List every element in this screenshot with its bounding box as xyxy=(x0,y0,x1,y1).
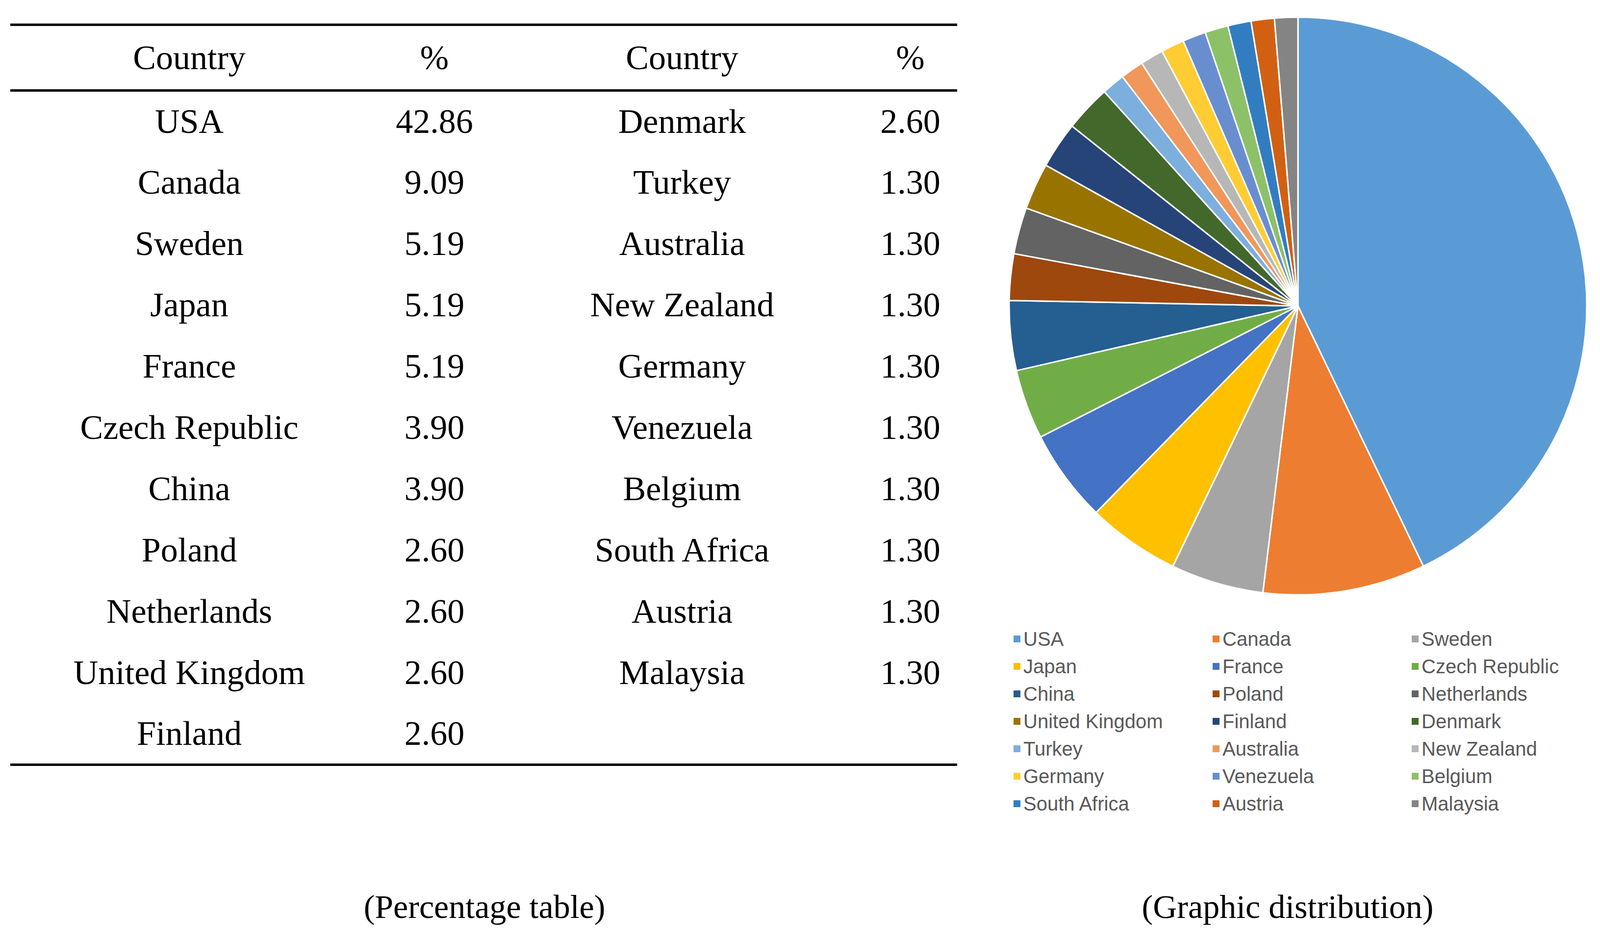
html-text:1.30: 1.30 xyxy=(880,653,941,692)
html-text:USA: USA xyxy=(154,102,224,141)
html-text:2.60: 2.60 xyxy=(404,653,465,692)
svg-text:Finland: Finland xyxy=(1222,710,1287,733)
svg-text:Netherlands: Netherlands xyxy=(1421,683,1528,705)
svg-text:Czech Republic: Czech Republic xyxy=(1421,655,1559,678)
html-text:Malaysia: Malaysia xyxy=(619,653,745,692)
html-text:9.09: 9.09 xyxy=(404,163,465,202)
html-text:5.19: 5.19 xyxy=(404,224,465,263)
svg-text:Canada: Canada xyxy=(1222,628,1292,650)
html-text:Denmark: Denmark xyxy=(618,102,746,141)
svg-text:Turkey: Turkey xyxy=(1023,737,1083,760)
svg-text:Japan: Japan xyxy=(1023,655,1077,678)
html-text:Japan: Japan xyxy=(150,285,229,324)
html-text:3.90: 3.90 xyxy=(404,408,465,447)
html-text:1.30: 1.30 xyxy=(880,408,941,447)
html-text:Turkey: Turkey xyxy=(633,163,732,202)
html-text:Poland: Poland xyxy=(141,531,237,569)
html-text:United Kingdom: United Kingdom xyxy=(73,653,306,692)
html-text:1.30: 1.30 xyxy=(880,592,941,631)
svg-text:Denmark: Denmark xyxy=(1421,710,1502,733)
html-text:Belgium: Belgium xyxy=(622,469,742,508)
html-text:Sweden: Sweden xyxy=(134,224,244,263)
html-text:Finland: Finland xyxy=(136,714,242,753)
svg-text:United Kingdom: United Kingdom xyxy=(1023,710,1164,733)
html-text:1.30: 1.30 xyxy=(880,224,941,263)
html-text:Australia: Australia xyxy=(619,224,745,263)
html-text:42.86: 42.86 xyxy=(395,102,474,141)
svg-text:Poland: Poland xyxy=(1222,683,1284,705)
html-text:1.30: 1.30 xyxy=(880,531,941,569)
html-text:1.30: 1.30 xyxy=(880,469,941,508)
svg-text:Austria: Austria xyxy=(1222,792,1284,815)
html-text:Canada: Canada xyxy=(137,163,241,202)
html-text:Austria: Austria xyxy=(631,592,733,631)
svg-text:Australia: Australia xyxy=(1222,737,1299,760)
html-text:2.60: 2.60 xyxy=(404,592,465,631)
html-text:France: France xyxy=(142,347,236,385)
html-text:Czech Republic: Czech Republic xyxy=(80,408,299,447)
html-text:1.30: 1.30 xyxy=(880,163,941,202)
svg-text:Belgium: Belgium xyxy=(1421,765,1493,788)
html-text:2.60: 2.60 xyxy=(404,531,465,569)
html-text:Venezuela: Venezuela xyxy=(611,408,753,447)
html-text:Netherlands: Netherlands xyxy=(106,592,273,631)
html-text:Germany: Germany xyxy=(618,347,746,385)
html-text:Country: Country xyxy=(625,38,739,77)
html-text:Country: Country xyxy=(133,38,246,77)
html-text:1.30: 1.30 xyxy=(880,285,941,324)
html-text:New Zealand: New Zealand xyxy=(590,285,775,324)
svg-text:Sweden: Sweden xyxy=(1421,628,1493,650)
svg-text:France: France xyxy=(1222,655,1284,678)
html-text:1.30: 1.30 xyxy=(880,347,941,385)
html-text:5.19: 5.19 xyxy=(404,285,465,324)
html-text:South Africa: South Africa xyxy=(594,531,770,569)
html-text:5.19: 5.19 xyxy=(404,347,465,385)
svg-text:South Africa: South Africa xyxy=(1023,792,1130,815)
svg-text:Malaysia: Malaysia xyxy=(1421,792,1500,815)
html-text:2.60: 2.60 xyxy=(404,714,465,753)
svg-text:Venezuela: Venezuela xyxy=(1222,765,1315,788)
svg-text:New Zealand: New Zealand xyxy=(1421,737,1538,760)
html-text:(Percentage table): (Percentage table) xyxy=(363,888,606,926)
svg-text:Germany: Germany xyxy=(1023,765,1105,788)
html-text:(Graphic distribution): (Graphic distribution) xyxy=(1141,888,1434,926)
svg-text:China: China xyxy=(1023,683,1075,705)
svg-text:USA: USA xyxy=(1023,628,1065,650)
html-text:2.60: 2.60 xyxy=(880,102,941,141)
html-text:China: China xyxy=(148,469,231,508)
html-text:3.90: 3.90 xyxy=(404,469,465,508)
